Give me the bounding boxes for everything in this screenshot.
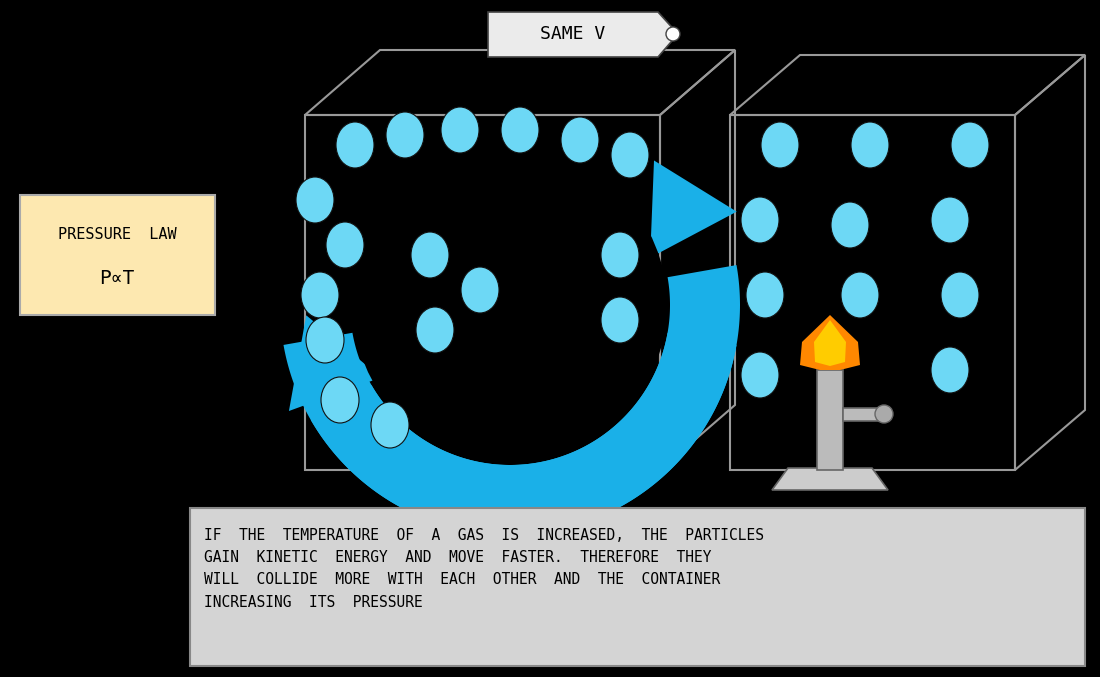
Circle shape (874, 405, 893, 423)
Ellipse shape (561, 117, 600, 163)
Ellipse shape (321, 377, 359, 423)
Ellipse shape (461, 267, 499, 313)
Text: PRESSURE  LAW: PRESSURE LAW (57, 227, 176, 242)
Ellipse shape (851, 122, 889, 168)
Ellipse shape (741, 197, 779, 243)
Polygon shape (488, 12, 678, 57)
Ellipse shape (301, 272, 339, 318)
Ellipse shape (746, 272, 784, 318)
Bar (843, 408, 881, 421)
Ellipse shape (416, 307, 454, 353)
Ellipse shape (306, 317, 344, 363)
Ellipse shape (441, 107, 478, 153)
Ellipse shape (931, 347, 969, 393)
Ellipse shape (386, 112, 424, 158)
Ellipse shape (336, 122, 374, 168)
Polygon shape (814, 320, 846, 366)
Polygon shape (284, 333, 737, 535)
Text: P∝T: P∝T (99, 269, 134, 288)
Polygon shape (289, 315, 381, 411)
Ellipse shape (940, 272, 979, 318)
FancyBboxPatch shape (190, 508, 1085, 666)
Polygon shape (650, 160, 737, 258)
Polygon shape (311, 265, 740, 535)
Circle shape (666, 27, 680, 41)
Ellipse shape (761, 122, 799, 168)
Ellipse shape (326, 222, 364, 268)
Bar (817, 370, 843, 470)
Ellipse shape (371, 402, 409, 448)
Polygon shape (772, 468, 888, 490)
Ellipse shape (296, 177, 334, 223)
Ellipse shape (601, 232, 639, 278)
Text: IF  THE  TEMPERATURE  OF  A  GAS  IS  INCREASED,  THE  PARTICLES
GAIN  KINETIC  : IF THE TEMPERATURE OF A GAS IS INCREASED… (204, 528, 764, 609)
Circle shape (353, 148, 667, 462)
FancyBboxPatch shape (20, 195, 214, 315)
Ellipse shape (931, 197, 969, 243)
Ellipse shape (601, 297, 639, 343)
Ellipse shape (842, 272, 879, 318)
Ellipse shape (411, 232, 449, 278)
Ellipse shape (741, 352, 779, 398)
Ellipse shape (830, 202, 869, 248)
Polygon shape (800, 315, 860, 370)
Ellipse shape (500, 107, 539, 153)
Text: SAME V: SAME V (540, 25, 606, 43)
Ellipse shape (952, 122, 989, 168)
Ellipse shape (610, 132, 649, 178)
